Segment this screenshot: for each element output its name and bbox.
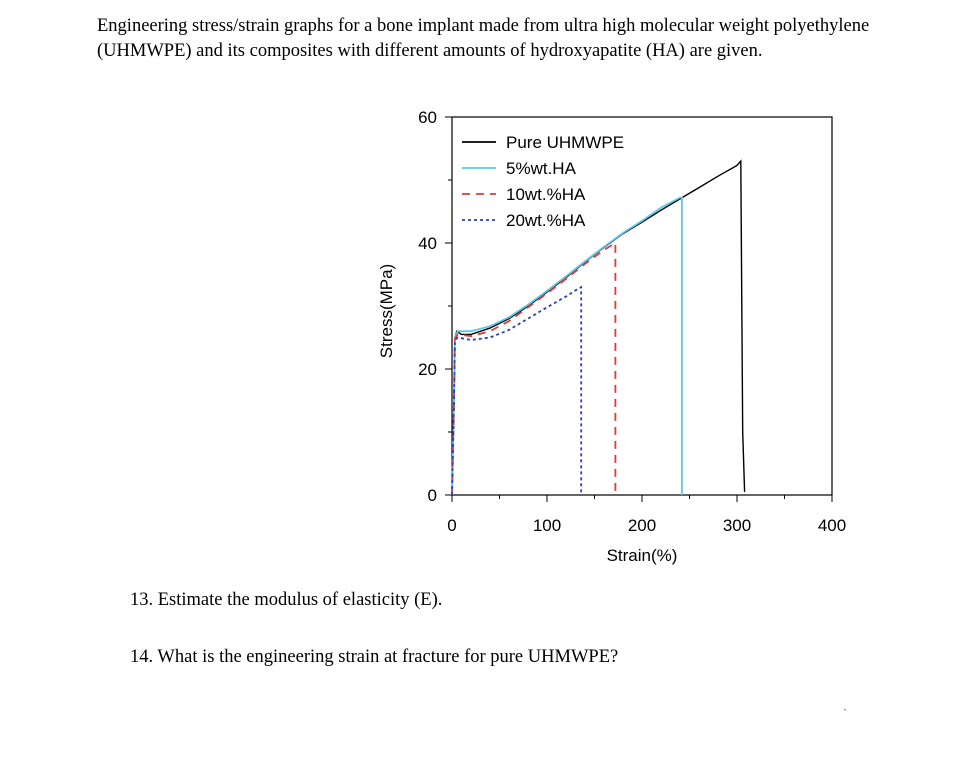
legend-label-4: 20wt.%HA xyxy=(506,211,586,230)
plot-layer: 0 100 200 300 400 0 20 40 60 Strain(%) Stress(MPa)… xyxy=(377,108,846,565)
y-axis-label: Stress(MPa) xyxy=(377,264,396,358)
x-tick-label: 300 xyxy=(723,516,751,535)
y-tick-label: 20 xyxy=(418,360,437,379)
legend-label-3: 10wt.%HA xyxy=(506,185,586,204)
x-axis-label: Strain(%) xyxy=(607,546,678,565)
y-tick-label: 60 xyxy=(418,108,437,127)
series-line-4 xyxy=(451,285,583,496)
question-14: 14. What is the engineering strain at fr… xyxy=(130,647,619,667)
stray-mark: ˎ xyxy=(843,700,848,711)
x-tick-label: 200 xyxy=(628,516,656,535)
y-tick-label: 0 xyxy=(428,486,437,505)
x-tick-label: 0 xyxy=(447,516,456,535)
question-13: 13. Estimate the modulus of elasticity (… xyxy=(130,590,443,610)
stress-strain-chart: 0 100 200 300 400 0 20 40 60 Strain(%) Stress(MPa)… xyxy=(377,108,846,565)
x-tick-label: 400 xyxy=(818,516,846,535)
problem-intro: Engineering stress/strain graphs for a b… xyxy=(97,16,870,61)
legend-label-2: 5%wt.HA xyxy=(506,159,577,178)
series-line-2 xyxy=(451,196,683,496)
legend-label-1: Pure UHMWPE xyxy=(506,133,624,152)
series-line-3 xyxy=(451,241,617,496)
x-tick-label: 100 xyxy=(533,516,561,535)
y-tick-label: 40 xyxy=(418,234,437,253)
